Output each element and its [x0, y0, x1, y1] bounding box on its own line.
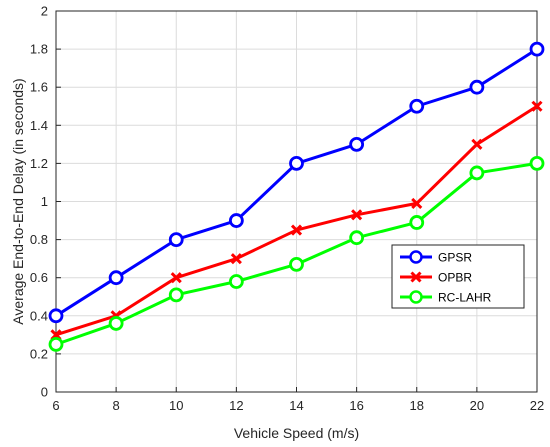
data-point	[409, 98, 425, 114]
series-gpsr	[48, 41, 545, 324]
data-point	[170, 272, 182, 284]
y-tick-label: 0	[41, 385, 48, 400]
data-point	[228, 274, 244, 289]
x-tick-label: 12	[229, 398, 243, 413]
y-tick-label: 1.4	[30, 118, 48, 133]
x-tick-label: 6	[52, 398, 59, 413]
data-point	[409, 215, 425, 230]
data-point	[529, 155, 545, 171]
data-point	[108, 316, 124, 331]
x-tick-label: 22	[530, 398, 544, 413]
data-point	[529, 41, 545, 57]
y-tick-label: 1.6	[30, 80, 48, 95]
series-layer	[48, 41, 545, 352]
y-tick-label: 0.2	[30, 346, 48, 361]
data-point	[471, 138, 483, 150]
data-point	[230, 253, 242, 265]
y-tick-label: 1.8	[30, 42, 48, 57]
data-point	[531, 100, 543, 112]
data-point	[289, 155, 304, 171]
legend-label: OPBR	[438, 271, 472, 285]
y-tick-label: 2	[41, 4, 48, 19]
y-tick-label: 0.8	[30, 232, 48, 247]
data-point	[168, 287, 184, 303]
legend-marker	[409, 250, 423, 264]
data-point	[349, 230, 365, 246]
legend-label: RC-LAHR	[438, 291, 492, 305]
x-tick-label: 20	[470, 398, 484, 413]
y-axis-label: Average End-to-End Delay (in seconds)	[10, 78, 26, 324]
x-tick-label: 18	[410, 398, 424, 413]
x-tick-label: 14	[289, 398, 303, 413]
ticks: 6 8 10 12 14 16 18 20 22 0 0.2 0.4 0.6 0.8 1 1.2 1.4 1.6 1…	[30, 4, 544, 414]
legend-label: GPSR	[438, 251, 472, 265]
y-tick-label: 1	[41, 194, 48, 209]
x-axis-label: Vehicle Speed (m/s)	[234, 425, 359, 441]
x-tick-label: 16	[349, 398, 363, 413]
data-point	[48, 336, 64, 352]
y-tick-label: 0.4	[30, 308, 48, 323]
data-point	[48, 308, 64, 324]
data-point	[290, 224, 303, 236]
data-point	[289, 256, 304, 272]
x-tick-label: 10	[169, 398, 183, 413]
data-point	[108, 270, 124, 286]
data-point	[411, 197, 423, 209]
y-tick-label: 1.2	[30, 156, 48, 171]
data-point	[168, 232, 184, 248]
x-tick-label: 8	[113, 398, 120, 413]
series-rc-lahr	[48, 155, 545, 352]
data-point	[349, 136, 365, 152]
legend-marker	[409, 290, 423, 304]
legend-marker	[410, 271, 422, 283]
data-point	[469, 165, 485, 181]
data-point	[351, 209, 363, 221]
legend: GPSR OPBR RC-LAHR	[391, 244, 525, 309]
data-point	[469, 79, 485, 95]
data-point	[228, 213, 244, 228]
y-tick-label: 0.6	[30, 270, 48, 285]
